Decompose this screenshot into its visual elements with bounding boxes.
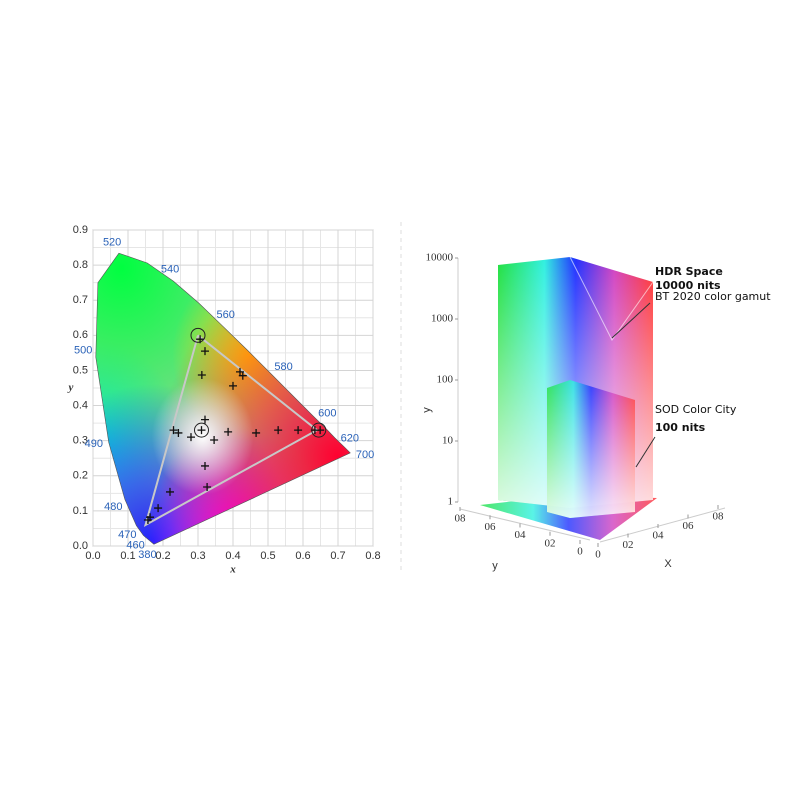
spectral-locus	[95, 252, 351, 545]
wavelength-label: 540	[161, 263, 179, 275]
point	[169, 426, 178, 435]
annotation: 10000 nits	[655, 279, 721, 292]
annotation: HDR Space	[655, 265, 723, 278]
wavelength-label: 500	[74, 344, 92, 356]
edge	[569, 256, 654, 341]
chromaticity-chart: 0.0 0.1 0.2 0.3 0.4 0.5 0.6 0.7 0.8 0.0 0.1 0.2 0.3 0…	[67, 224, 381, 576]
wavelength-label: 520	[103, 236, 121, 248]
y-tick-label: 0.2	[73, 470, 88, 482]
point	[197, 371, 206, 380]
wavelength-label: 470	[118, 529, 136, 541]
annotation: BT 2020 color gamut	[655, 290, 771, 303]
point	[238, 371, 247, 380]
floor-tick-label: 02	[545, 537, 556, 549]
x-tick-label: 0.6	[295, 550, 310, 562]
wavelength-label: 380	[138, 549, 156, 561]
floor-x-label: X	[664, 558, 672, 570]
x-tick-label: 0.8	[365, 550, 380, 562]
x-tick-label: 0.0	[85, 550, 100, 562]
highlight-ring	[194, 422, 209, 438]
y-axis-label: y	[67, 382, 74, 394]
point	[224, 427, 233, 436]
floor-tick-label: 0	[595, 549, 601, 561]
floor-axis	[599, 507, 726, 543]
y-tick-label: 10	[442, 435, 454, 447]
point	[274, 426, 283, 435]
y-tick-label: 0.8	[73, 259, 88, 271]
floor-tick-label: 02	[623, 539, 634, 551]
highlight-ring	[190, 327, 206, 343]
point	[197, 426, 206, 435]
annotation: SOD Color City	[655, 403, 737, 416]
floor-tick-label: 06	[485, 521, 497, 533]
wavelength-label: 560	[217, 309, 235, 321]
floor-tick-label: 08	[713, 511, 725, 523]
y-tick-label: 0.9	[73, 224, 88, 236]
x-axis-label: x	[229, 564, 236, 576]
wavelength-label: 600	[318, 408, 336, 420]
point	[187, 433, 195, 442]
highlight-ring	[311, 422, 327, 438]
x-tick-label: 0.5	[260, 550, 275, 562]
arrow	[611, 302, 651, 339]
point	[203, 483, 212, 492]
wavelength-label: 480	[104, 501, 122, 513]
floor-axis	[459, 508, 591, 541]
volume-chart: HDR Space 10000 nits BT 2020 color gamut…	[421, 252, 771, 572]
floor-tick-label: 04	[515, 529, 527, 541]
point	[294, 426, 303, 435]
y-tick-label: 0.0	[73, 540, 88, 552]
y-tick-label: 0.4	[73, 399, 88, 411]
floor-tick-label: 04	[653, 530, 665, 542]
point	[316, 426, 325, 435]
floor-y-label: y	[492, 560, 498, 572]
y-tick-label: 1000	[431, 313, 454, 325]
floor-tick-label: 08	[455, 513, 467, 525]
y-tick-label: 0.7	[73, 294, 88, 306]
point	[166, 487, 174, 496]
floor-tick-label: 06	[683, 520, 695, 532]
y-tick-label: 1	[448, 496, 454, 508]
arrow	[635, 436, 656, 468]
point	[201, 461, 209, 470]
annotation: 100 nits	[655, 421, 706, 434]
sdr-fade	[547, 380, 635, 518]
wavelength-label: 490	[85, 438, 103, 450]
y-tick-label: 100	[437, 374, 454, 386]
point	[252, 428, 261, 437]
x-tick-label: 0.2	[155, 550, 170, 562]
y-tick-label: 0.5	[73, 364, 88, 376]
y-tick-label: 0.1	[73, 505, 88, 517]
point	[154, 504, 163, 513]
floor-tick-label: 0	[577, 546, 583, 558]
y-tick-label: 0.3	[73, 435, 88, 447]
point	[210, 435, 219, 444]
wavelength-label: 580	[274, 361, 292, 373]
point	[174, 428, 183, 437]
point	[146, 513, 155, 522]
wavelength-label: 700	[356, 449, 374, 461]
x-tick-label: 0.3	[190, 550, 205, 562]
x-tick-label: 0.7	[330, 550, 345, 562]
point	[229, 381, 237, 390]
y-tick-label: 10000	[426, 252, 454, 264]
point	[201, 415, 209, 424]
x-tick-label: 0.4	[225, 550, 240, 562]
wavelength-label: 460	[126, 540, 144, 552]
y-axis-label: y	[421, 407, 433, 413]
y-tick-label: 0.6	[73, 329, 88, 341]
point	[201, 347, 209, 356]
x-tick-label: 0.1	[120, 550, 135, 562]
wavelength-label: 620	[341, 432, 359, 444]
